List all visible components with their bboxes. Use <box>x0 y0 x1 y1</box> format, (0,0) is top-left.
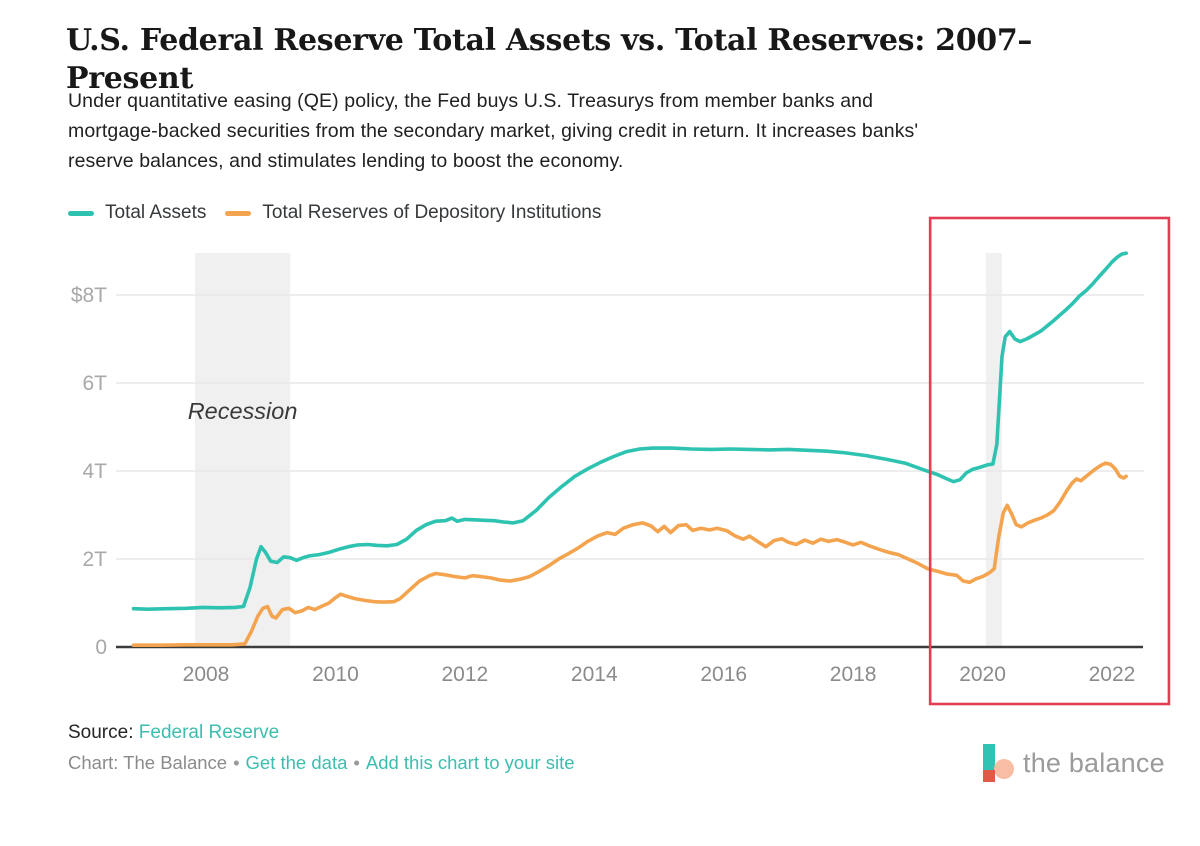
description-line: reserve balances, and stimulates lending… <box>68 150 624 172</box>
x-axis-tick-label: 2022 <box>1089 663 1136 686</box>
legend-swatch-total-assets-icon <box>68 210 94 216</box>
chart-description: Under quantitative easing (QE) policy, t… <box>68 86 1148 176</box>
series-line-total-reserves-of-depository-institutions <box>131 461 1128 648</box>
y-axis-tick-label: $8T <box>71 284 107 307</box>
x-axis-tick-label: 2016 <box>700 663 747 686</box>
x-axis-tick-label: 2012 <box>441 663 488 686</box>
bullet-separator: • <box>233 752 240 773</box>
recession-band <box>194 253 291 647</box>
x-axis-tick-label: 2020 <box>959 663 1006 686</box>
series-line-total-assets <box>131 251 1128 612</box>
y-axis-tick-label: 2T <box>82 548 107 571</box>
credit-line: Chart: The Balance • Get the data • Add this… <box>68 752 575 774</box>
x-axis-tick-label: 2014 <box>571 663 618 686</box>
bullet-separator: • <box>353 752 360 773</box>
legend-label-total-assets: Total Assets <box>105 202 207 223</box>
source-line: Source: Federal Reserve <box>68 722 279 744</box>
the-balance-logo: the balance <box>980 742 1165 784</box>
description-line: Under quantitative easing (QE) policy, t… <box>68 90 874 112</box>
x-axis-tick-label: 2008 <box>183 663 230 686</box>
y-axis-tick-label: 0 <box>95 636 107 659</box>
get-the-data-link[interactable]: Get the data <box>245 752 348 773</box>
legend-swatch-total-reserves-icon <box>225 210 252 216</box>
y-axis-tick-label: 4T <box>82 460 107 483</box>
chart-title: U.S. Federal Reserve Total Assets vs. To… <box>66 23 1033 96</box>
description-line: mortgage-backed securities from the seco… <box>68 120 919 142</box>
chart-credit-label: Chart: The Balance <box>68 752 228 773</box>
the-balance-logo-icon <box>983 744 1014 782</box>
add-chart-link[interactable]: Add this chart to your site <box>365 752 575 773</box>
highlight-rectangle <box>928 216 1171 706</box>
the-balance-logo-text: the balance <box>1023 747 1165 778</box>
chart-legend: Total Assets Total Reserves of Depositor… <box>68 200 620 226</box>
source-label: Source: <box>68 722 134 743</box>
source-link[interactable]: Federal Reserve <box>138 722 280 743</box>
x-axis-tick-label: 2018 <box>830 663 877 686</box>
legend-item-total-reserves: Total Reserves of Depository Institution… <box>225 202 601 224</box>
legend-item-total-assets: Total Assets <box>68 202 206 224</box>
legend-label-total-reserves: Total Reserves of Depository Institution… <box>262 202 602 223</box>
x-axis-tick-label: 2010 <box>312 663 359 686</box>
y-axis-tick-label: 6T <box>82 372 107 395</box>
recession-annotation: Recession <box>188 398 298 424</box>
